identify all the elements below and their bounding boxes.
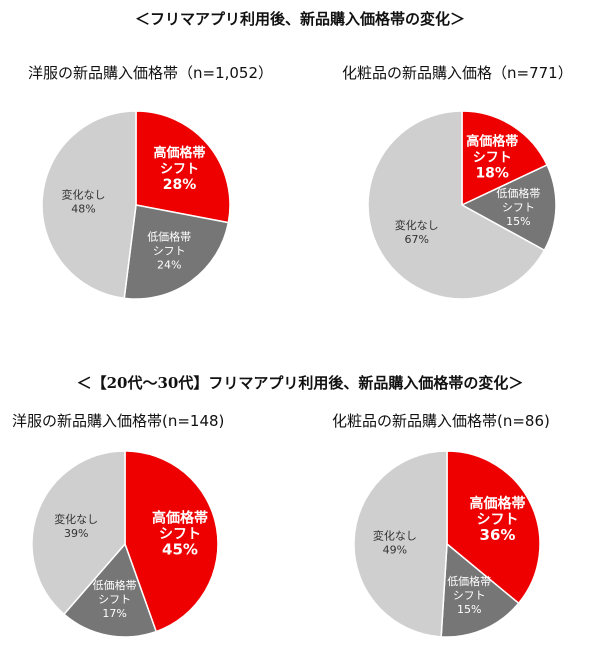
chart-title: 洋服の新品購入価格帯（n=1,052）	[28, 64, 274, 82]
pie-chart-cosmetics-overall: 化粧品の新品購入価格（n=771） 高価格帯シフト 18% 低価格帯シフト 15% 変化…	[342, 62, 600, 302]
pie-svg: 高価格帯シフト 28% 低価格帯シフト 24% 変化なし 48%	[41, 110, 231, 300]
pie-slice-none	[31, 450, 126, 616]
pie-svg: 高価格帯シフト 18% 低価格帯シフト 15% 変化なし 67%	[367, 110, 557, 300]
chart-title: 化粧品の新品購入価格（n=771）	[342, 64, 573, 82]
pie-slice-high	[124, 450, 219, 633]
slice-label-high: 高価格帯シフト 36%	[470, 495, 526, 544]
chart-title: 化粧品の新品購入価格帯(n=86)	[332, 412, 550, 430]
section-title-overall: ＜フリマアプリ利用後、新品購入価格帯の変化＞	[134, 10, 465, 28]
slice-label-low: 低価格帯シフト 15%	[496, 186, 540, 228]
slice-label-none: 変化なし 67%	[395, 218, 439, 246]
pie-svg: 高価格帯シフト 36% 低価格帯シフト 15% 変化なし 49%	[353, 450, 541, 638]
section-title-20s-30s: ＜【20代～30代】フリマアプリ利用後、新品購入価格帯の変化＞	[76, 374, 524, 392]
pie-slice-high	[461, 110, 549, 207]
pie-svg: 高価格帯シフト 45% 低価格帯シフト 17% 変化なし 39%	[31, 450, 219, 638]
slice-label-high: 高価格帯シフト 28%	[153, 145, 205, 193]
slice-label-high: 高価格帯シフト 18%	[466, 133, 518, 181]
slice-label-none: 変化なし 39%	[54, 512, 98, 540]
slice-label-low: 低価格帯シフト 24%	[147, 230, 191, 272]
slice-label-low: 低価格帯シフト 17%	[93, 578, 137, 620]
chart-title: 洋服の新品購入価格帯(n=148)	[12, 412, 225, 430]
pie-slice-low	[460, 163, 557, 252]
pie-slice-low	[440, 542, 520, 638]
pie-slice-none	[41, 110, 137, 300]
slice-label-high: 高価格帯シフト 45%	[152, 510, 208, 559]
pie-slice-high	[446, 450, 541, 605]
pie-chart-cosmetics-20s-30s: 化粧品の新品購入価格帯(n=86) 高価格帯シフト 36% 低価格帯シフト 15% 変化…	[332, 410, 600, 650]
pie-slice-low	[123, 204, 230, 300]
slice-label-none: 変化なし 49%	[373, 528, 417, 556]
pie-chart-clothes-overall: 洋服の新品購入価格帯（n=1,052） 高価格帯シフト 28% 低価格帯シフト 24%…	[28, 62, 288, 302]
slice-label-none: 変化なし 48%	[62, 188, 106, 216]
pie-chart-clothes-20s-30s: 洋服の新品購入価格帯(n=148) 高価格帯シフト 45% 低価格帯シフト 17% 変化…	[12, 410, 292, 650]
slice-label-low: 低価格帯シフト 15%	[447, 574, 491, 616]
pie-slice-none	[367, 110, 546, 300]
pie-slice-none	[353, 450, 448, 638]
pie-slice-low	[62, 542, 158, 638]
pie-slice-high	[135, 110, 231, 224]
